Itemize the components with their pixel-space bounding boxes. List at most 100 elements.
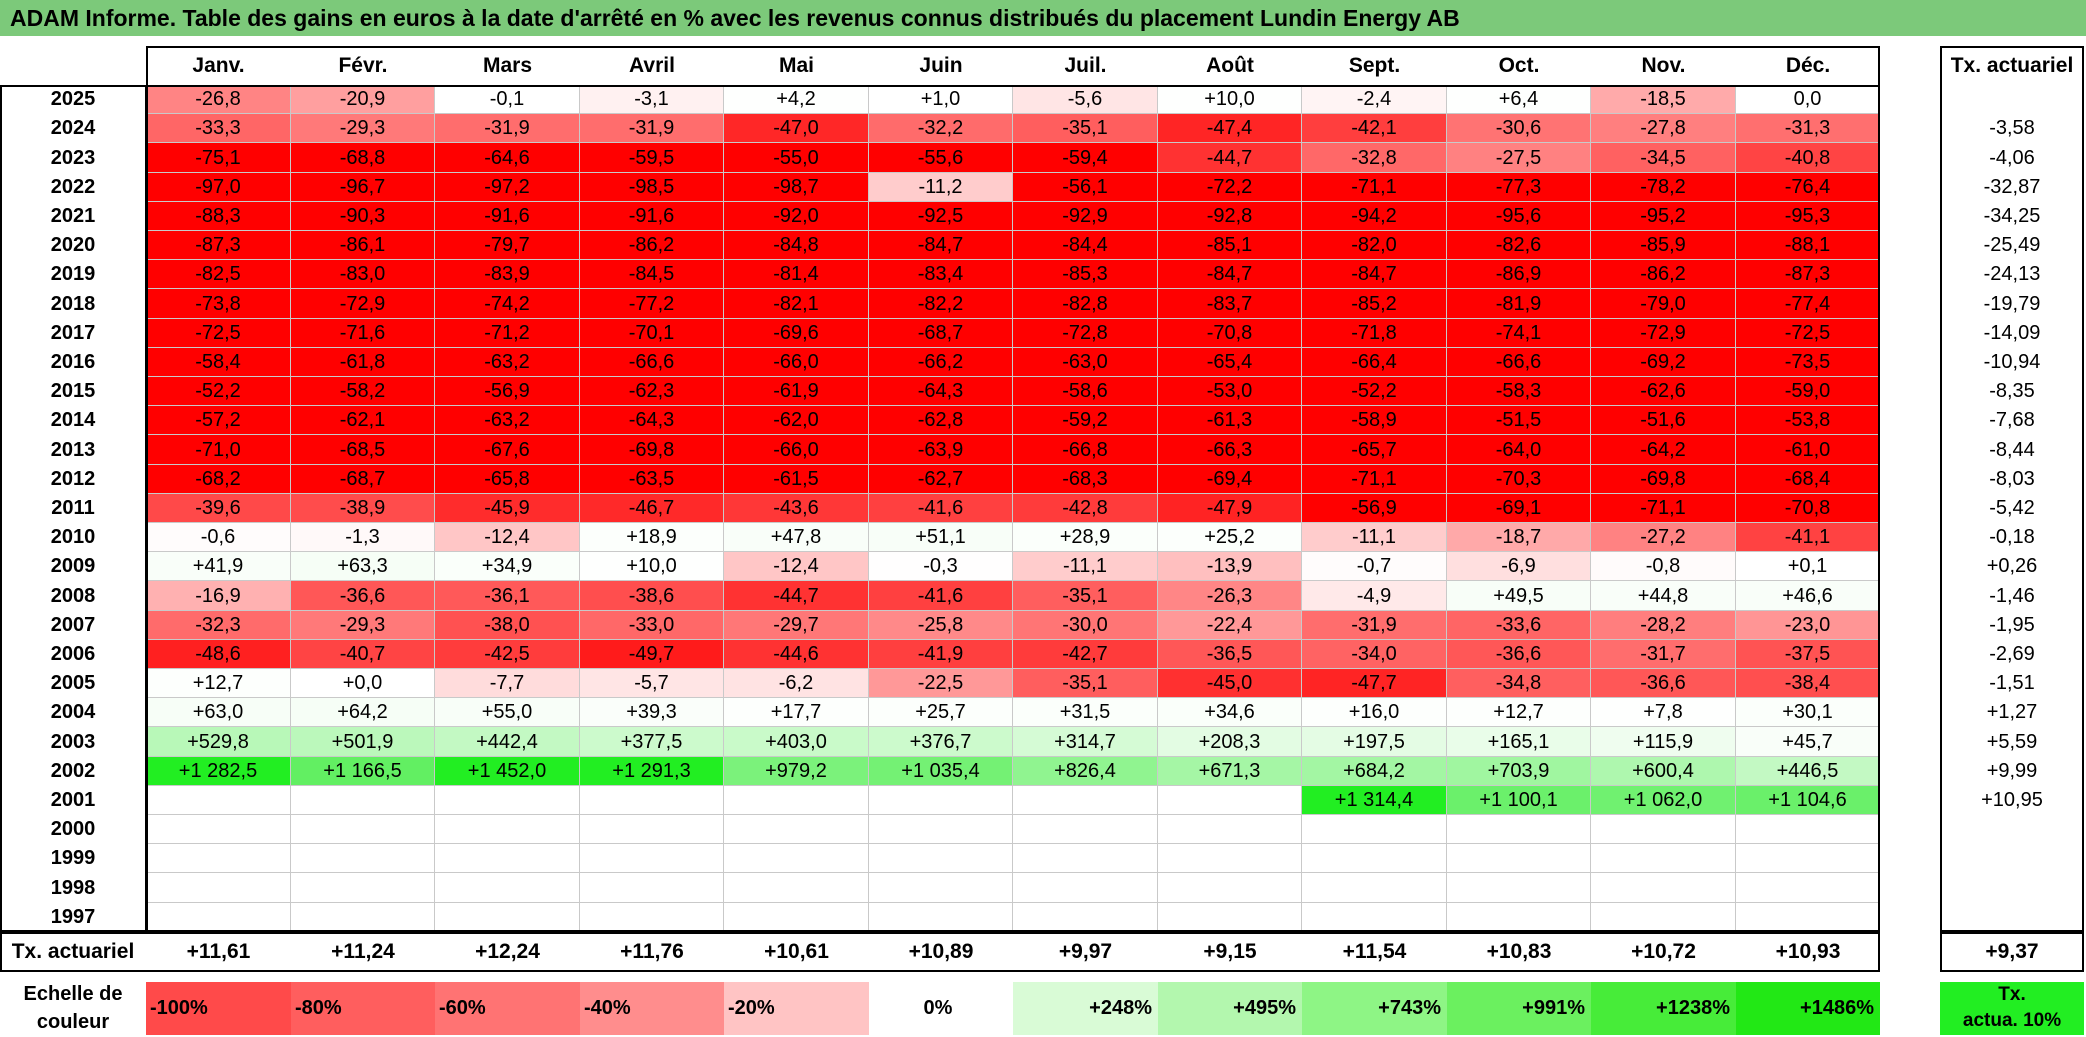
year-label-2004: 2004 xyxy=(50,701,96,723)
table-cell: -0,3 xyxy=(869,552,1013,581)
year-label-1999: 1999 xyxy=(50,847,96,869)
table-cell: -41,6 xyxy=(869,581,1013,611)
table-cell xyxy=(1013,873,1158,903)
scale-label-line2: couleur xyxy=(36,1011,110,1033)
table-cell: -28,2 xyxy=(1591,611,1736,640)
table-cell: -96,7 xyxy=(291,173,435,202)
tx-header: Tx. actuariel xyxy=(1950,54,2074,77)
table-cell: -66,2 xyxy=(869,348,1013,377)
month-header-4: Avril xyxy=(629,54,675,77)
tx-value-2016: -10,94 xyxy=(1983,351,2041,373)
tx-value-2003: +5,59 xyxy=(1986,731,2038,753)
table-cell: -84,7 xyxy=(869,231,1013,260)
table-cell: -16,9 xyxy=(146,581,291,611)
table-cell: -38,6 xyxy=(580,581,724,611)
table-cell xyxy=(1013,786,1158,815)
table-cell: -79,7 xyxy=(435,231,580,260)
table-cell: -51,6 xyxy=(1591,406,1736,435)
table-cell: -68,2 xyxy=(146,465,291,494)
table-cell: -42,7 xyxy=(1013,640,1158,669)
table-cell: -88,1 xyxy=(1736,231,1880,260)
table-cell: +49,5 xyxy=(1447,581,1591,611)
table-cell: -66,3 xyxy=(1158,435,1302,465)
table-cell: +197,5 xyxy=(1302,727,1447,757)
year-label-2023: 2023 xyxy=(50,147,96,169)
table-cell: -31,9 xyxy=(435,114,580,143)
table-cell: -45,9 xyxy=(435,494,580,523)
scale-tx-box: Tx. actua. 10% xyxy=(1940,982,2084,1035)
table-cell: -26,8 xyxy=(146,85,291,114)
table-cell xyxy=(724,786,869,815)
table-cell: -63,2 xyxy=(435,348,580,377)
table-cell: -84,7 xyxy=(1158,260,1302,289)
scale-swatch-5: -20% xyxy=(724,982,869,1035)
table-cell: -32,8 xyxy=(1302,143,1447,173)
table-cell: +55,0 xyxy=(435,698,580,727)
table-cell: -74,2 xyxy=(435,289,580,319)
year-label-2018: 2018 xyxy=(50,293,96,315)
table-cell: -45,0 xyxy=(1158,669,1302,698)
table-cell: -26,3 xyxy=(1158,581,1302,611)
table-cell: -66,0 xyxy=(724,348,869,377)
table-cell: -67,6 xyxy=(435,435,580,465)
totals-value-11: +10,72 xyxy=(1631,940,1696,963)
table-cell xyxy=(1591,815,1736,844)
table-cell: -31,7 xyxy=(1591,640,1736,669)
table-cell xyxy=(580,873,724,903)
table-cell: -62,3 xyxy=(580,377,724,406)
table-cell: -56,9 xyxy=(1302,494,1447,523)
table-cell xyxy=(1447,815,1591,844)
table-cell: -82,5 xyxy=(146,260,291,289)
table-cell: -69,8 xyxy=(580,435,724,465)
totals-value-7: +9,97 xyxy=(1058,940,1113,963)
tx-value-2005: -1,51 xyxy=(1989,672,2035,694)
table-cell: -61,3 xyxy=(1158,406,1302,435)
table-cell: +1 035,4 xyxy=(869,757,1013,786)
scale-swatch-11: +1238% xyxy=(1591,982,1736,1035)
table-cell: -0,6 xyxy=(146,523,291,552)
table-cell: +10,0 xyxy=(580,552,724,581)
table-cell: -94,2 xyxy=(1302,202,1447,231)
table-cell: -58,2 xyxy=(291,377,435,406)
table-cell: -97,2 xyxy=(435,173,580,202)
table-cell: -33,6 xyxy=(1447,611,1591,640)
table-cell: -65,8 xyxy=(435,465,580,494)
scale-swatch-9: +743% xyxy=(1302,982,1447,1035)
table-cell: +446,5 xyxy=(1736,757,1880,786)
table-cell: -72,8 xyxy=(1013,319,1158,348)
table-cell xyxy=(291,903,435,932)
table-cell xyxy=(1736,815,1880,844)
table-cell: -18,7 xyxy=(1447,523,1591,552)
table-cell: -74,1 xyxy=(1447,319,1591,348)
table-cell: -83,7 xyxy=(1158,289,1302,319)
table-cell xyxy=(1736,873,1880,903)
table-cell: -82,8 xyxy=(1013,289,1158,319)
tx-value-2010: -0,18 xyxy=(1989,526,2035,548)
table-cell: -59,5 xyxy=(580,143,724,173)
totals-label: Tx. actuariel xyxy=(11,940,135,963)
table-cell xyxy=(291,786,435,815)
scale-swatch-12: +1486% xyxy=(1736,982,1880,1035)
table-cell xyxy=(724,815,869,844)
table-cell: -87,3 xyxy=(1736,260,1880,289)
table-cell: -65,4 xyxy=(1158,348,1302,377)
scale-tx-line1: Tx. xyxy=(1998,984,2026,1005)
table-cell: -44,7 xyxy=(724,581,869,611)
table-cell xyxy=(869,844,1013,873)
month-header-7: Juil. xyxy=(1064,54,1107,77)
scale-swatch-3: -60% xyxy=(435,982,580,1035)
table-cell: -64,3 xyxy=(580,406,724,435)
table-cell: -81,4 xyxy=(724,260,869,289)
table-cell: -55,0 xyxy=(724,143,869,173)
table-cell: +1,0 xyxy=(869,85,1013,114)
table-cell: -42,1 xyxy=(1302,114,1447,143)
table-cell: -39,6 xyxy=(146,494,291,523)
table-cell xyxy=(1158,786,1302,815)
year-label-2022: 2022 xyxy=(50,176,96,198)
table-cell: -31,3 xyxy=(1736,114,1880,143)
table-cell: +6,4 xyxy=(1447,85,1591,114)
table-cell: -91,6 xyxy=(580,202,724,231)
table-cell: -79,0 xyxy=(1591,289,1736,319)
table-cell: -85,3 xyxy=(1013,260,1158,289)
table-cell: -58,3 xyxy=(1447,377,1591,406)
